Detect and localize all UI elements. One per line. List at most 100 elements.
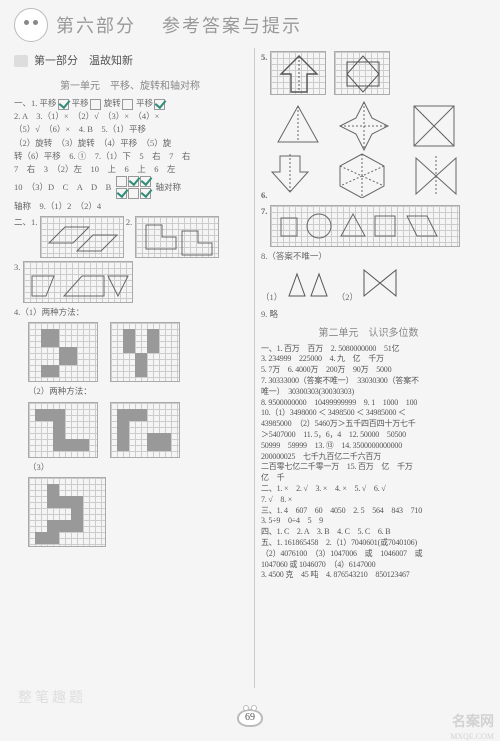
grid-figure — [40, 216, 124, 258]
q2-2-label: 2. — [126, 217, 132, 227]
unit1-title: 第一单元 平移、旋转和轴对称 — [14, 77, 246, 92]
q1-line1: 一、1. 平移 平移 旋转 平移 — [14, 97, 246, 110]
r5-label: 5. — [261, 52, 267, 62]
q1c: 旋转 — [104, 98, 121, 108]
page-header: 第六部分 参考答案与提示 — [14, 8, 486, 42]
arrow-up-svg — [271, 52, 327, 96]
left-column: 第一部分 温故知新 第一单元 平移、旋转和轴对称 一、1. 平移 平移 旋转 平… — [14, 48, 246, 688]
u2-5b: （2）4076100 （3）1047006 或 1046007 或 — [261, 549, 476, 560]
content-columns: 第一部分 温故知新 第一单元 平移、旋转和轴对称 一、1. 平移 平移 旋转 平… — [14, 48, 486, 688]
u2-1g: 10.（1）3498000 ＜ 3498500 ＜ 34985000 ＜ — [261, 408, 476, 419]
page-root: 第六部分 参考答案与提示 第一部分 温故知新 第一单元 平移、旋转和轴对称 一、… — [0, 0, 500, 735]
u2-3: 三、1. 4 607 60 4050 2. 5 564 843 710 — [261, 506, 476, 517]
r8-2: （2） — [337, 292, 358, 302]
watermark-left: 整笔趣题 — [18, 687, 86, 707]
triangles-svg — [285, 266, 335, 300]
axissym-label: 轴对称 — [156, 182, 182, 192]
cb — [116, 188, 127, 199]
cb — [128, 188, 139, 199]
u2-1b: 3. 234999 225000 4. 九 亿 千万 — [261, 354, 476, 365]
checkbox-icon — [90, 99, 101, 110]
grid-figure — [135, 216, 219, 258]
q1-axis: 轴称 9.（1）2 （2）4 — [14, 200, 246, 213]
grid-figure — [270, 51, 326, 95]
header-main: 参考答案与提示 — [162, 16, 302, 36]
grid-figure — [28, 477, 106, 547]
u2-2b: 7. √ 8. × — [261, 495, 476, 506]
q4-label: 4.（1）两种方法： — [14, 306, 246, 319]
tag-icon — [14, 55, 28, 67]
cb — [140, 188, 151, 199]
q1-line4: （2）旋转 （3）旋转 （4）平移 （5）旋 — [14, 137, 246, 150]
header-title: 第六部分 参考答案与提示 — [56, 12, 302, 38]
watermark-sub: MXQE.COM — [450, 732, 494, 741]
q1-prefix: 一、1. — [14, 98, 37, 108]
cb — [128, 176, 139, 187]
u2-1f: 8. 9500000000 10499999999 9. 1 1000 100 — [261, 398, 476, 409]
checkbox-icon — [122, 99, 133, 110]
q2-row: 二、1. 2. — [14, 216, 246, 258]
q4-row2 — [14, 402, 246, 458]
q4c-label: （3） — [28, 461, 246, 474]
q1-line7: 10 （3）D C A D B 轴对称 — [14, 176, 246, 200]
r7-label: 7. — [261, 206, 267, 216]
shape-svg — [41, 217, 125, 259]
q1-line6: 7 右 3 （2）左 10 上 6 上 6 左 — [14, 163, 246, 176]
grid-figure — [23, 261, 133, 303]
r8-1: （1） — [261, 292, 282, 302]
unit2-title: 第二单元 认识多位数 — [261, 324, 476, 339]
q1b: 平移 — [72, 98, 89, 108]
u2-1e: 唯一） 30300303(30030303) — [261, 387, 476, 398]
q1d: 平移 — [136, 98, 153, 108]
r8-row: （1） （2） — [261, 266, 476, 304]
q3-label: 3. — [14, 262, 20, 272]
checkbox-icon — [154, 99, 165, 110]
q1-line2: 2. A 3.（1）× （2）√ （3）× （4）× — [14, 110, 246, 123]
r7-row: 7. — [261, 205, 476, 247]
check-grid — [115, 176, 151, 200]
part-title: 第一部分 温故知新 — [34, 52, 133, 68]
u2-1k: 200000025 七千九百亿二千六百万 — [261, 452, 476, 463]
grid-figure — [270, 205, 460, 247]
grid-figure — [28, 402, 98, 458]
symmetry-shapes-svg — [270, 98, 470, 198]
u2-5: 五、1. 161865458 2.（1）7040601(或7040106) — [261, 538, 476, 549]
u2-1h: 43985000 （2）5460万＞五千四百四十万七千 — [261, 419, 476, 430]
q4-row3 — [14, 477, 246, 547]
grid-figure — [110, 402, 180, 458]
u2-5c: 1047060 或 1046070 （4）6147000 — [261, 560, 476, 571]
grid-figure — [110, 322, 180, 382]
shape-svg — [335, 52, 391, 96]
u2-1c: 5. 7万 6. 4000万 200万 90万 5000 — [261, 365, 476, 376]
page-number: 69 — [237, 709, 263, 727]
q4-row1 — [14, 322, 246, 382]
right-column: 5. 6. — [254, 48, 476, 688]
grid-figure — [28, 322, 98, 382]
u2-1m: 亿 千 — [261, 473, 476, 484]
u2-2: 二、1. × 2. √ 3. × 4. × 5. √ 6. √ — [261, 484, 476, 495]
q4b-label: （2）两种方法： — [28, 385, 246, 398]
r8-label: 8.（答案不唯一） — [261, 250, 476, 263]
shape-svg — [136, 217, 220, 259]
r9-label: 9. 略 — [261, 308, 476, 321]
u2-1: 一、1. 百万 百万 2. 5080000000 51亿 — [261, 344, 476, 355]
q1-line3: （5）√ （6）× 4. B 5.（1）平移 — [14, 123, 246, 136]
r5-row: 5. — [261, 51, 476, 95]
checkbox-icon — [58, 99, 69, 110]
shape-svg — [271, 206, 461, 248]
u2-1i: ＞5407000 11. 5，6，4 12. 50000 50500 — [261, 430, 476, 441]
q3-row: 3. — [14, 261, 246, 303]
watermark-main: 名案网 — [452, 711, 494, 731]
u2-1j: 50999 59999 13. ⑬ 14. 3500000000000 — [261, 441, 476, 452]
shape-svg — [24, 262, 134, 304]
u2-1d: 7. 30333000（答案不唯一） 33030300（答案不 — [261, 376, 476, 387]
grid-figure — [334, 51, 390, 95]
q2-label: 二、1. — [14, 217, 37, 227]
q1-line7-text: 10 （3）D C A D B — [14, 182, 111, 192]
header-section: 第六部分 — [56, 16, 136, 36]
u2-5d: 3. 4500 克 45 吨 4. 876543210 850123467 — [261, 570, 476, 581]
r6-row: 6. — [261, 98, 476, 202]
mascot-icon — [14, 8, 48, 42]
q1a: 平移 — [40, 98, 57, 108]
r6-label: 6. — [261, 190, 267, 200]
